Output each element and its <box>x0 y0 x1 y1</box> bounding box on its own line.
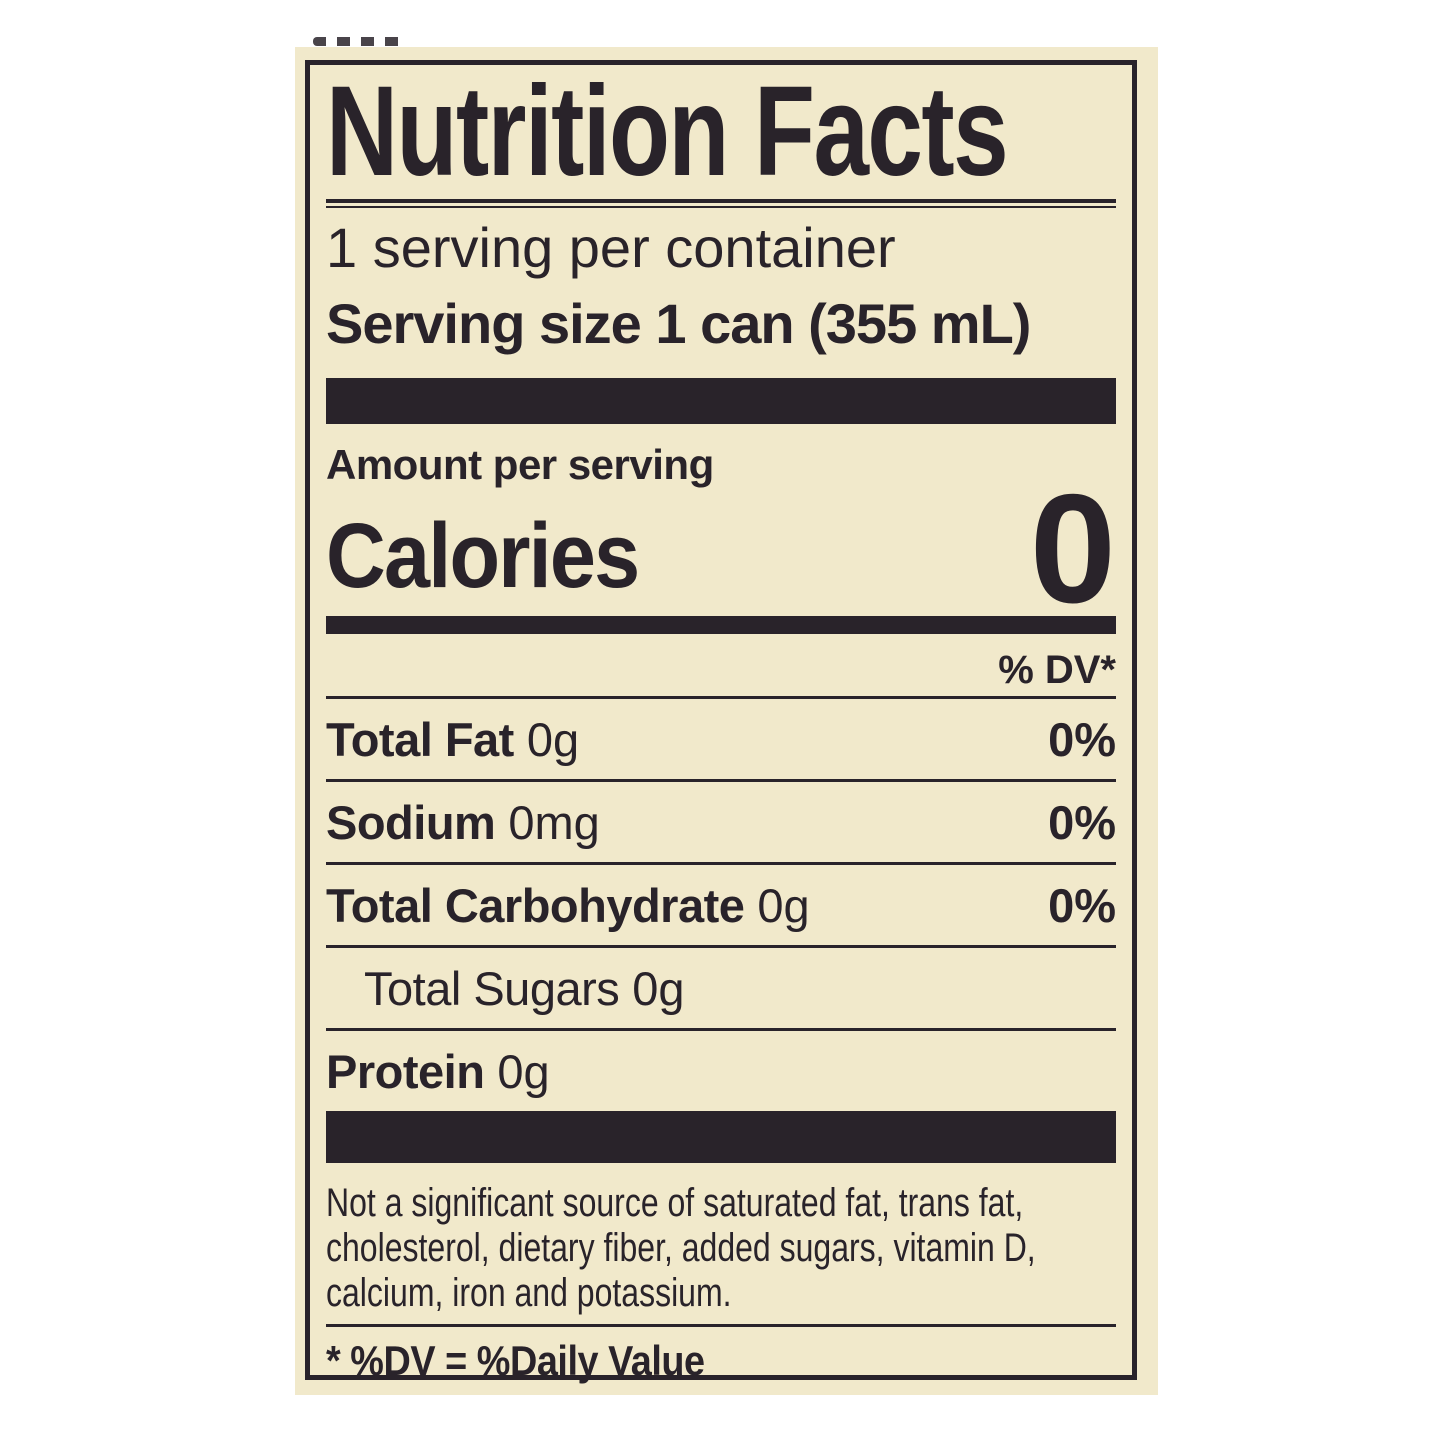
nutrient-name-amount: Total Sugars 0g <box>364 962 685 1016</box>
nutrient-amount: 0g <box>632 961 685 1015</box>
nutrient-row-protein: Protein 0g <box>326 1031 1116 1111</box>
footnote-line: calcium, iron and potassium. <box>326 1270 732 1315</box>
calories-divider-bar <box>326 615 1116 634</box>
nutrient-amount: 0mg <box>508 795 600 849</box>
nutrient-row-sodium: Sodium 0mg 0% <box>326 782 1116 865</box>
calories-row: Calories 0 <box>326 461 1116 635</box>
cropped-print-artifact <box>313 37 405 46</box>
nutrient-dv: 0% <box>1048 878 1116 932</box>
nutrient-name: Sodium <box>326 795 496 849</box>
nutrient-name: Total Carbohydrate <box>326 878 745 932</box>
nutrition-facts-panel: Nutrition Facts 1 serving per container … <box>305 60 1137 1384</box>
nutrient-amount: 0g <box>526 712 580 766</box>
nutrient-row-total-fat: Total Fat 0g 0% <box>326 699 1116 782</box>
nutrient-name: Protein <box>326 1044 485 1098</box>
nutrition-label: Nutrition Facts 1 serving per container … <box>295 37 1158 1395</box>
calories-value: 0 <box>1029 461 1116 635</box>
nutrient-name-amount: Sodium 0mg <box>326 796 600 850</box>
nutrient-dv: 0% <box>1048 712 1116 766</box>
footnote: Not a significant source of saturated fa… <box>326 1180 1036 1316</box>
nutrient-name: Total Fat <box>326 712 514 766</box>
panel-title: Nutrition Facts <box>326 60 1009 203</box>
nutrient-name-amount: Protein 0g <box>326 1045 550 1099</box>
nutrient-amount: 0g <box>757 878 810 932</box>
daily-value-header: % DV* <box>998 647 1116 692</box>
nutrient-name: Total Sugars <box>364 961 620 1015</box>
nutrient-dv: 0% <box>1048 795 1116 849</box>
footnote-line: Not a significant source of saturated fa… <box>326 1180 1024 1225</box>
daily-value-note: * %DV = %Daily Value <box>326 1336 705 1384</box>
serving-size: Serving size 1 can (355 mL) <box>326 291 1031 355</box>
footnote-divider-bar-thick <box>326 1110 1116 1163</box>
calories-label: Calories <box>326 504 640 607</box>
footnote-line: cholesterol, dietary fiber, added sugars… <box>326 1225 1036 1270</box>
dv-note-divider <box>326 1323 1116 1327</box>
nutrient-name-amount: Total Fat 0g <box>326 713 579 767</box>
servings-per-container: 1 serving per container <box>326 215 896 279</box>
title-divider <box>326 198 1116 208</box>
nutrient-name-amount: Total Carbohydrate 0g <box>326 879 810 933</box>
dv-header-divider <box>326 695 1116 699</box>
section-divider-bar-thick <box>326 377 1116 424</box>
nutrient-amount: 0g <box>497 1044 550 1098</box>
amount-per-serving-label: Amount per serving <box>326 440 714 488</box>
nutrient-row-total-carbohydrate: Total Carbohydrate 0g 0% <box>326 865 1116 948</box>
nutrient-row-total-sugars: Total Sugars 0g <box>326 948 1116 1031</box>
